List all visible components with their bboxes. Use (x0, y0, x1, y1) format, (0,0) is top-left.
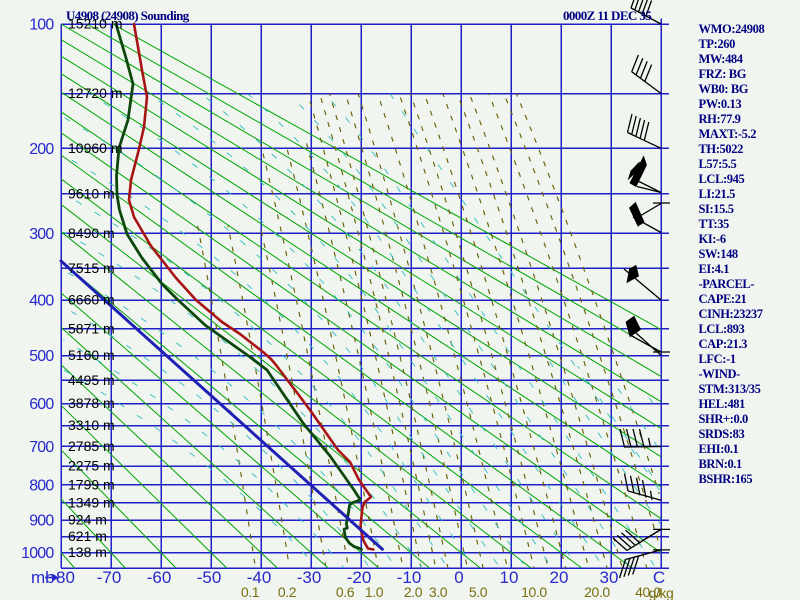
svg-text:SRDS:83: SRDS:83 (699, 427, 745, 441)
svg-text:LCL:893: LCL:893 (699, 322, 745, 336)
svg-text:20: 20 (550, 568, 569, 587)
svg-text:4495 m: 4495 m (68, 372, 115, 388)
svg-text:FRZ: BG: FRZ: BG (699, 67, 747, 81)
svg-text:10: 10 (500, 568, 519, 587)
svg-text:0.6: 0.6 (336, 584, 355, 600)
svg-text:3878 m: 3878 m (68, 395, 115, 411)
svg-text:6660 m: 6660 m (68, 291, 115, 307)
svg-text:0.1: 0.1 (241, 584, 260, 600)
svg-text:MW:484: MW:484 (699, 52, 744, 66)
svg-text:1000: 1000 (21, 545, 54, 562)
svg-text:RH:77.9: RH:77.9 (699, 112, 741, 126)
svg-text:C: C (653, 568, 665, 587)
svg-text:WB0: BG: WB0: BG (699, 82, 749, 96)
svg-text:SW:148: SW:148 (699, 247, 738, 261)
svg-text:LCL:945: LCL:945 (699, 172, 745, 186)
svg-text:BRN:0.1: BRN:0.1 (699, 457, 743, 471)
svg-text:10960 m: 10960 m (68, 140, 122, 156)
svg-text:-PARCEL-: -PARCEL- (699, 277, 755, 291)
svg-text:-20: -20 (347, 568, 372, 587)
svg-text:8490 m: 8490 m (68, 225, 115, 241)
svg-text:LI:21.5: LI:21.5 (699, 187, 736, 201)
svg-text:9610 m: 9610 m (68, 185, 115, 201)
svg-text:0: 0 (454, 568, 463, 587)
svg-text:80: 80 (56, 568, 75, 587)
svg-text:EI:4.1: EI:4.1 (699, 262, 730, 276)
svg-text:5.0: 5.0 (469, 584, 488, 600)
svg-text:mb: mb (31, 568, 55, 587)
svg-text:2275 m: 2275 m (68, 458, 115, 474)
svg-text:MAXT:-5.2: MAXT:-5.2 (699, 127, 757, 141)
svg-text:40.0: 40.0 (635, 584, 661, 600)
svg-text:700: 700 (29, 439, 54, 456)
svg-text:EHI:0.1: EHI:0.1 (699, 442, 739, 456)
svg-text:WMO:24908: WMO:24908 (699, 22, 765, 36)
svg-text:900: 900 (29, 513, 54, 530)
svg-text:10.0: 10.0 (521, 584, 547, 600)
svg-text:2.0: 2.0 (404, 584, 423, 600)
svg-text:TH:5022: TH:5022 (699, 142, 744, 156)
svg-text:U4908 (24908) Sounding: U4908 (24908) Sounding (66, 8, 190, 23)
svg-text:CAPE:21: CAPE:21 (699, 292, 747, 306)
svg-text:12720 m: 12720 m (68, 85, 122, 101)
svg-text:-10: -10 (397, 568, 422, 587)
svg-text:LFC:-1: LFC:-1 (699, 352, 736, 366)
svg-text:-70: -70 (97, 568, 122, 587)
svg-text:300: 300 (29, 226, 54, 243)
svg-text:3.0: 3.0 (429, 584, 448, 600)
svg-text:CINH:23237: CINH:23237 (699, 307, 763, 321)
svg-text:400: 400 (29, 292, 54, 309)
svg-text:-60: -60 (147, 568, 172, 587)
svg-text:0.2: 0.2 (278, 584, 297, 600)
svg-text:-40: -40 (247, 568, 272, 587)
svg-text:200: 200 (29, 141, 54, 158)
svg-text:100: 100 (29, 16, 54, 33)
svg-text:L57:5.5: L57:5.5 (699, 157, 737, 171)
svg-text:TP:260: TP:260 (699, 37, 736, 51)
svg-text:5871 m: 5871 m (68, 320, 115, 336)
svg-text:5160 m: 5160 m (68, 347, 115, 363)
svg-text:600: 600 (29, 396, 54, 413)
svg-text:15210 m: 15210 m (68, 15, 122, 31)
svg-text:TT:35: TT:35 (699, 217, 730, 231)
svg-text:SHR+:0.0: SHR+:0.0 (699, 412, 749, 426)
svg-text:CAP:21.3: CAP:21.3 (699, 337, 748, 351)
svg-text:-30: -30 (297, 568, 322, 587)
svg-text:20.0: 20.0 (584, 584, 610, 600)
svg-text:HEL:481: HEL:481 (699, 397, 746, 411)
svg-text:924 m: 924 m (68, 512, 107, 528)
svg-text:g/kg: g/kg (649, 585, 674, 600)
svg-text:1349 m: 1349 m (68, 494, 115, 510)
svg-text:7515 m: 7515 m (68, 260, 115, 276)
svg-text:30: 30 (600, 568, 619, 587)
svg-text:-WIND-: -WIND- (699, 367, 741, 381)
svg-text:-50: -50 (197, 568, 222, 587)
svg-text:STM:313/35: STM:313/35 (699, 382, 761, 396)
svg-text:KI:-6: KI:-6 (699, 232, 726, 246)
svg-text:3310 m: 3310 m (68, 417, 115, 433)
svg-text:800: 800 (29, 477, 54, 494)
svg-text:SI:15.5: SI:15.5 (699, 202, 734, 216)
svg-text:BSHR:165: BSHR:165 (699, 472, 753, 486)
svg-text:PW:0.13: PW:0.13 (699, 97, 742, 111)
svg-text:1799 m: 1799 m (68, 476, 115, 492)
svg-text:0000Z 11 DEC 35: 0000Z 11 DEC 35 (563, 8, 652, 23)
svg-text:500: 500 (29, 348, 54, 365)
svg-text:621 m: 621 m (68, 528, 107, 544)
svg-text:138 m: 138 m (68, 544, 107, 560)
svg-text:2785 m: 2785 m (68, 438, 115, 454)
svg-text:1.0: 1.0 (365, 584, 384, 600)
